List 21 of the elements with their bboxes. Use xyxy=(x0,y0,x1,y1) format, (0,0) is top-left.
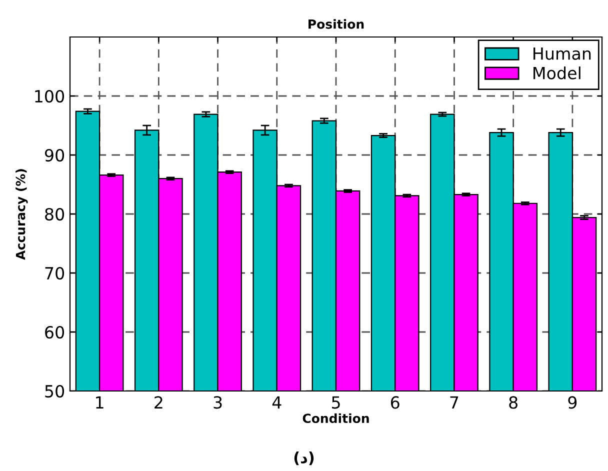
y-tick-label: 90 xyxy=(44,148,64,162)
x-tick-label: 4 xyxy=(272,396,282,409)
y-tick-label: 70 xyxy=(45,266,64,280)
chart-title: Position xyxy=(308,19,364,29)
x-tick-label: 8 xyxy=(509,396,518,409)
x-axis-title: Condition xyxy=(302,413,369,424)
y-tick-label: 60 xyxy=(45,326,64,339)
x-tick-label: 2 xyxy=(154,396,162,409)
text: (د) xyxy=(294,452,314,466)
y-tick-label: 50 xyxy=(45,384,64,398)
x-tick-label: 7 xyxy=(450,396,458,409)
x-tick-label: 5 xyxy=(332,396,340,409)
y-tick-label: 80 xyxy=(45,208,64,221)
x-tick-label: 1 xyxy=(96,396,104,409)
x-tick-label: 9 xyxy=(568,396,577,409)
x-tick-label: 6 xyxy=(390,396,400,409)
x-tick-label: 3 xyxy=(214,396,222,409)
y-axis-title: Accuracy (%) xyxy=(16,169,28,260)
y-tick-label: 100 xyxy=(35,90,64,103)
legend-label: Human xyxy=(534,48,591,60)
legend-label: Model xyxy=(534,66,580,80)
